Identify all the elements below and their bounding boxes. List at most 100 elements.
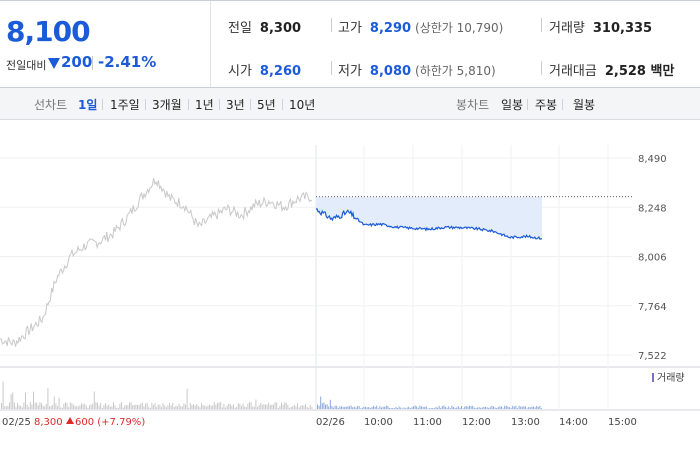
volume-bar [154, 403, 156, 409]
volume-bar [317, 404, 318, 409]
divider [219, 99, 220, 110]
volume-bar [4, 406, 6, 409]
period-1w[interactable]: 1주일 [110, 98, 140, 112]
volume-bar [281, 402, 282, 409]
volume-bar [318, 405, 320, 409]
volume-bar [124, 405, 126, 409]
volume-bar [486, 407, 488, 409]
volume-bar [295, 406, 297, 409]
divider [331, 18, 332, 32]
volume-bar [494, 407, 496, 409]
volume-bar [459, 407, 461, 409]
volume-bar [521, 406, 523, 409]
volume-bar [63, 403, 65, 409]
period-5y[interactable]: 5년 [257, 98, 276, 112]
volume-bar [531, 406, 533, 409]
volume-bar [403, 407, 405, 409]
volume-bar [130, 402, 132, 409]
volume-bar [89, 405, 90, 409]
volume-bar [23, 402, 25, 409]
volume-bar [539, 405, 541, 409]
volume-bar [73, 404, 74, 409]
volume-bar [218, 402, 220, 409]
volume-bar [390, 408, 392, 409]
volume-bar [242, 403, 244, 409]
volume-bar [137, 404, 138, 409]
volume-bar [25, 392, 26, 409]
volume-bar [108, 404, 110, 409]
volume-bar [365, 406, 366, 409]
volume-bar [52, 405, 54, 409]
volume-bar [106, 405, 108, 409]
volume-bar [98, 405, 100, 409]
volume-bar [41, 403, 42, 409]
volume-bar [95, 402, 97, 409]
x-tick-label: 15:00 [608, 417, 637, 428]
x-tick-label: 14:00 [559, 417, 588, 428]
volume-bar [398, 406, 400, 409]
x-tick-label: 02/26 [316, 417, 345, 428]
volume-bar [162, 403, 164, 409]
volume-bar [475, 408, 477, 409]
volume-bar [101, 407, 103, 409]
volume-bar [453, 407, 454, 409]
volume-bar [133, 405, 135, 409]
volume-bar [143, 406, 145, 409]
candle-daily[interactable]: 일봉 [501, 98, 524, 112]
volume-bar [374, 407, 376, 409]
period-1y[interactable]: 1년 [195, 98, 214, 112]
change-label: 전일대비 [6, 59, 47, 72]
volume-bar [36, 402, 38, 409]
open-value: 8,260 [259, 64, 302, 79]
volume-bar [308, 407, 310, 409]
volume-bar [353, 406, 355, 409]
volume-bar [269, 405, 271, 409]
volume-bar [504, 405, 506, 409]
volume-bar [528, 406, 530, 409]
volume-bar [33, 391, 34, 409]
amount-label: 거래대금 [549, 64, 597, 79]
period-3y[interactable]: 3년 [226, 98, 245, 112]
volume-bar [417, 407, 419, 409]
volume-bar [287, 404, 289, 409]
volume-bar [9, 402, 10, 409]
candle-monthly[interactable]: 월봉 [573, 98, 596, 112]
volume-bar [180, 406, 182, 409]
period-3m[interactable]: 3개월 [152, 98, 182, 112]
volume-bar [138, 405, 140, 409]
volume-bar [427, 408, 429, 409]
volume-bar [424, 406, 426, 409]
volume-bar [432, 408, 434, 409]
volume-bar [132, 405, 134, 409]
divider [282, 99, 283, 110]
volume-bar [7, 405, 9, 409]
volume-bar [512, 405, 514, 409]
volume-bar [290, 406, 292, 409]
volume-bar [255, 399, 257, 409]
volume-bar [381, 407, 382, 409]
candle-weekly[interactable]: 주봉 [535, 98, 558, 112]
volume-bar [268, 402, 270, 409]
volume-bar [499, 406, 501, 409]
volume-bar [493, 406, 494, 409]
volume-bar [461, 406, 462, 409]
volume-bar [151, 402, 153, 409]
volume-bar [366, 407, 368, 409]
volume-bar [425, 406, 427, 409]
volume-bar [119, 403, 121, 409]
volume-bar [341, 406, 342, 409]
volume-bar [392, 407, 394, 409]
volume-bar [44, 406, 46, 409]
period-10y[interactable]: 10년 [289, 98, 316, 112]
volume-bar [419, 405, 421, 409]
volume-bar [265, 404, 266, 409]
period-1d[interactable]: 1일 [78, 98, 98, 112]
volume-bar [496, 408, 498, 409]
current-price: 8,100 [6, 15, 91, 48]
volume-bar [45, 403, 47, 409]
volume-bar [84, 403, 86, 409]
volume-bar [225, 407, 226, 409]
volume-bar [113, 402, 114, 409]
volume-bar [66, 403, 68, 409]
volume-bar [520, 406, 522, 409]
